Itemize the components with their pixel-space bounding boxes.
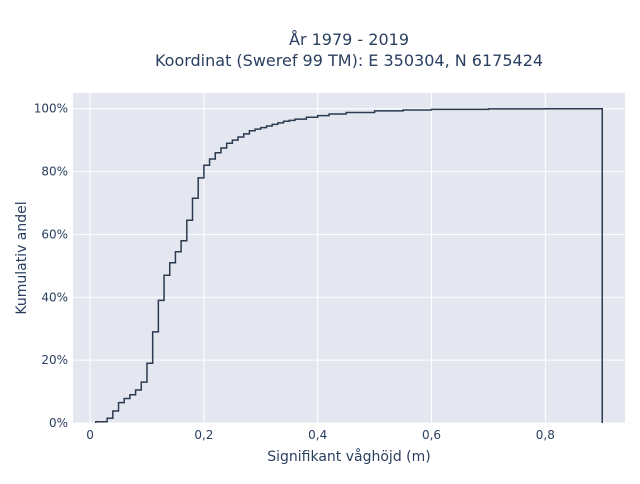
chart-title-line2: Koordinat (Sweref 99 TM): E 350304, N 61… [155, 51, 543, 70]
x-tick-label: 0 [86, 428, 94, 442]
plot-area [73, 93, 625, 423]
y-tick-label: 20% [41, 353, 68, 367]
y-tick-label: 60% [41, 227, 68, 241]
x-tick-label: 0,4 [308, 428, 327, 442]
y-tick-label: 100% [34, 102, 68, 116]
y-tick-label: 80% [41, 165, 68, 179]
x-axis-label: Signifikant våghöjd (m) [267, 448, 430, 465]
grid-layer [73, 93, 625, 424]
x-tick-label: 0,8 [536, 428, 555, 442]
y-axis-label: Kumulativ andel [14, 201, 30, 314]
chart-title-line1: År 1979 - 2019 [289, 30, 409, 49]
cdf-step-line [95, 107, 603, 423]
x-tick-label: 0,6 [422, 428, 441, 442]
x-tick-label: 0,2 [194, 428, 213, 442]
y-tick-label: 0% [49, 416, 68, 430]
tick-layer: 0 0,2 0,4 0,6 0,8 0% 20% 40% 60% 80% 100% [34, 102, 555, 442]
y-tick-label: 40% [41, 290, 68, 304]
